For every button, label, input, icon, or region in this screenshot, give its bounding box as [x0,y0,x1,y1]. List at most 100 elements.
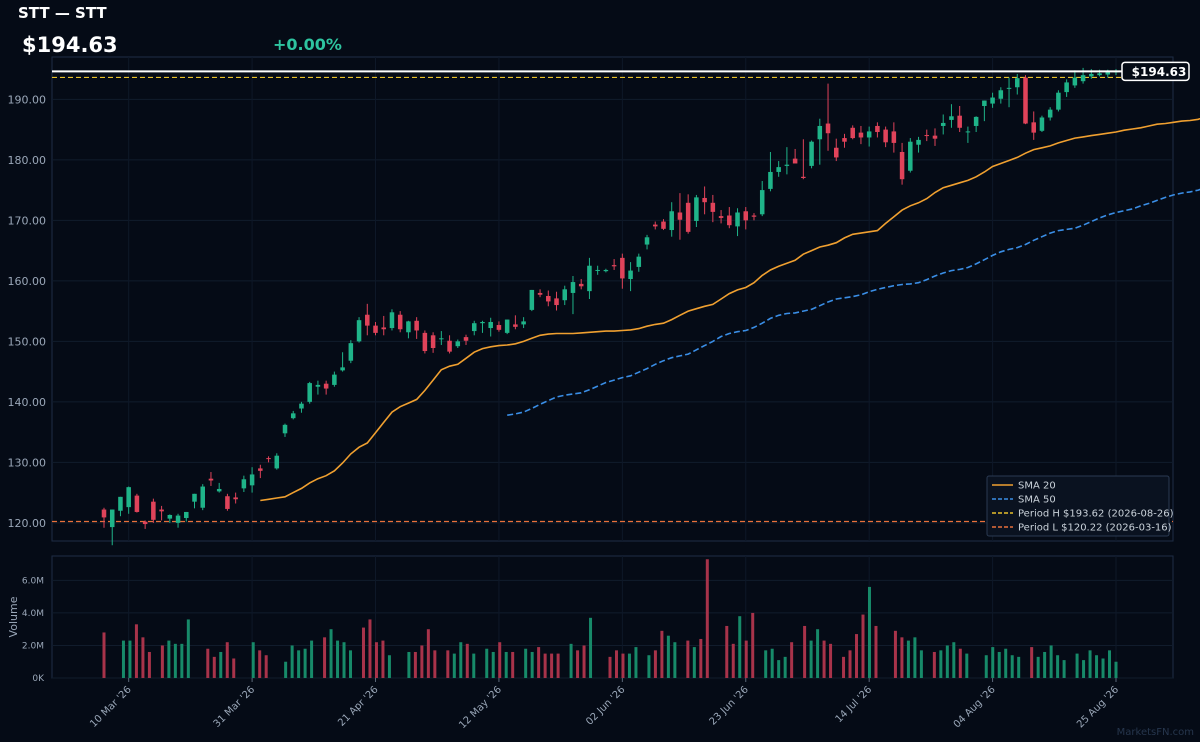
candle-body [562,289,568,301]
volume-bar [1088,650,1092,678]
volume-tick-label: 2.0M [22,641,44,651]
legend-label: SMA 50 [1018,495,1056,506]
volume-bar [232,658,236,678]
candle [463,334,469,345]
candle-body [620,257,625,279]
volume-bar [264,655,268,678]
candle-body [924,135,930,137]
candle [356,317,362,343]
legend-label: Period H $193.62 (2026-08-26) [1018,509,1174,520]
candle-body [875,125,880,133]
volume-bar [186,619,190,678]
candle [447,335,452,354]
volume-bar [147,651,151,678]
volume-bar [284,661,288,678]
candle-body [899,151,905,180]
candle [430,332,436,353]
volume-bar [1043,651,1047,678]
candle-body [546,295,551,302]
candle [587,257,592,299]
candle-body [1039,117,1045,131]
candle-body [109,509,115,528]
candle [471,320,477,336]
volume-bar [323,637,327,678]
candle-body [718,216,724,218]
candle [192,493,197,509]
candle-body [455,341,461,347]
volume-bar [744,640,748,678]
candle-body [1072,77,1078,86]
candle [677,193,683,240]
candle-body [307,383,312,402]
candle-body [1064,82,1069,93]
candle-body [694,197,699,221]
volume-bar [290,645,294,678]
volume-bar [783,656,787,678]
candle [406,320,411,339]
volume-bar [413,651,417,678]
candle-body [801,176,806,178]
candle-body [529,289,535,310]
candle [628,262,633,292]
volume-tick-label: 4.0M [22,609,44,619]
y-tick-label: 120.00 [8,517,47,530]
candle-body [447,340,452,352]
candle-body [151,501,156,520]
y-tick-label: 130.00 [8,456,47,469]
candle-body [644,237,650,245]
candle-body [973,116,979,126]
x-tick-label: 14 Jul '26 [834,684,875,725]
last-price-label: $194.63 [1132,65,1187,79]
candle-body [1105,71,1111,75]
candle [249,467,255,493]
candle [225,493,230,511]
volume-bar [225,642,229,678]
candle [702,186,707,215]
candle [965,126,971,143]
candle [488,317,493,337]
candle-body [595,269,600,271]
candle [126,486,131,514]
volume-bar [1036,656,1040,678]
volume-bar [1062,660,1066,678]
candle [940,114,946,135]
candle [537,289,543,298]
candle-body [414,320,419,331]
candle [455,339,461,349]
candle-body [776,167,781,172]
volume-bar [472,653,476,678]
volume-bar [958,648,962,678]
candle [216,482,222,493]
candle [241,475,247,492]
candle [768,151,773,192]
candle [233,492,238,504]
candle-body [1080,75,1086,82]
legend-label: SMA 20 [1018,481,1056,492]
volume-bar [770,648,774,678]
candle-body [759,190,765,215]
candle-body [504,319,510,333]
candle [480,320,485,333]
candle-body [225,496,230,509]
candle [932,128,938,146]
candle [759,181,765,217]
candle [866,126,872,147]
volume-bar [1101,658,1105,678]
candle [1023,75,1028,125]
volume-bar [1004,648,1008,678]
candle [184,511,189,522]
volume-bar [582,645,586,678]
candle-body [159,509,164,512]
candle-body [908,141,913,171]
candle [875,122,880,138]
x-tick-label: 12 May '26 [457,684,504,731]
candle-body [932,135,938,139]
candle-body [118,496,123,511]
candle-body [784,164,790,166]
volume-bar [939,650,943,678]
candle-body [1031,122,1036,133]
candle-body [208,478,214,481]
volume-bar [913,637,917,678]
candle [792,148,798,164]
